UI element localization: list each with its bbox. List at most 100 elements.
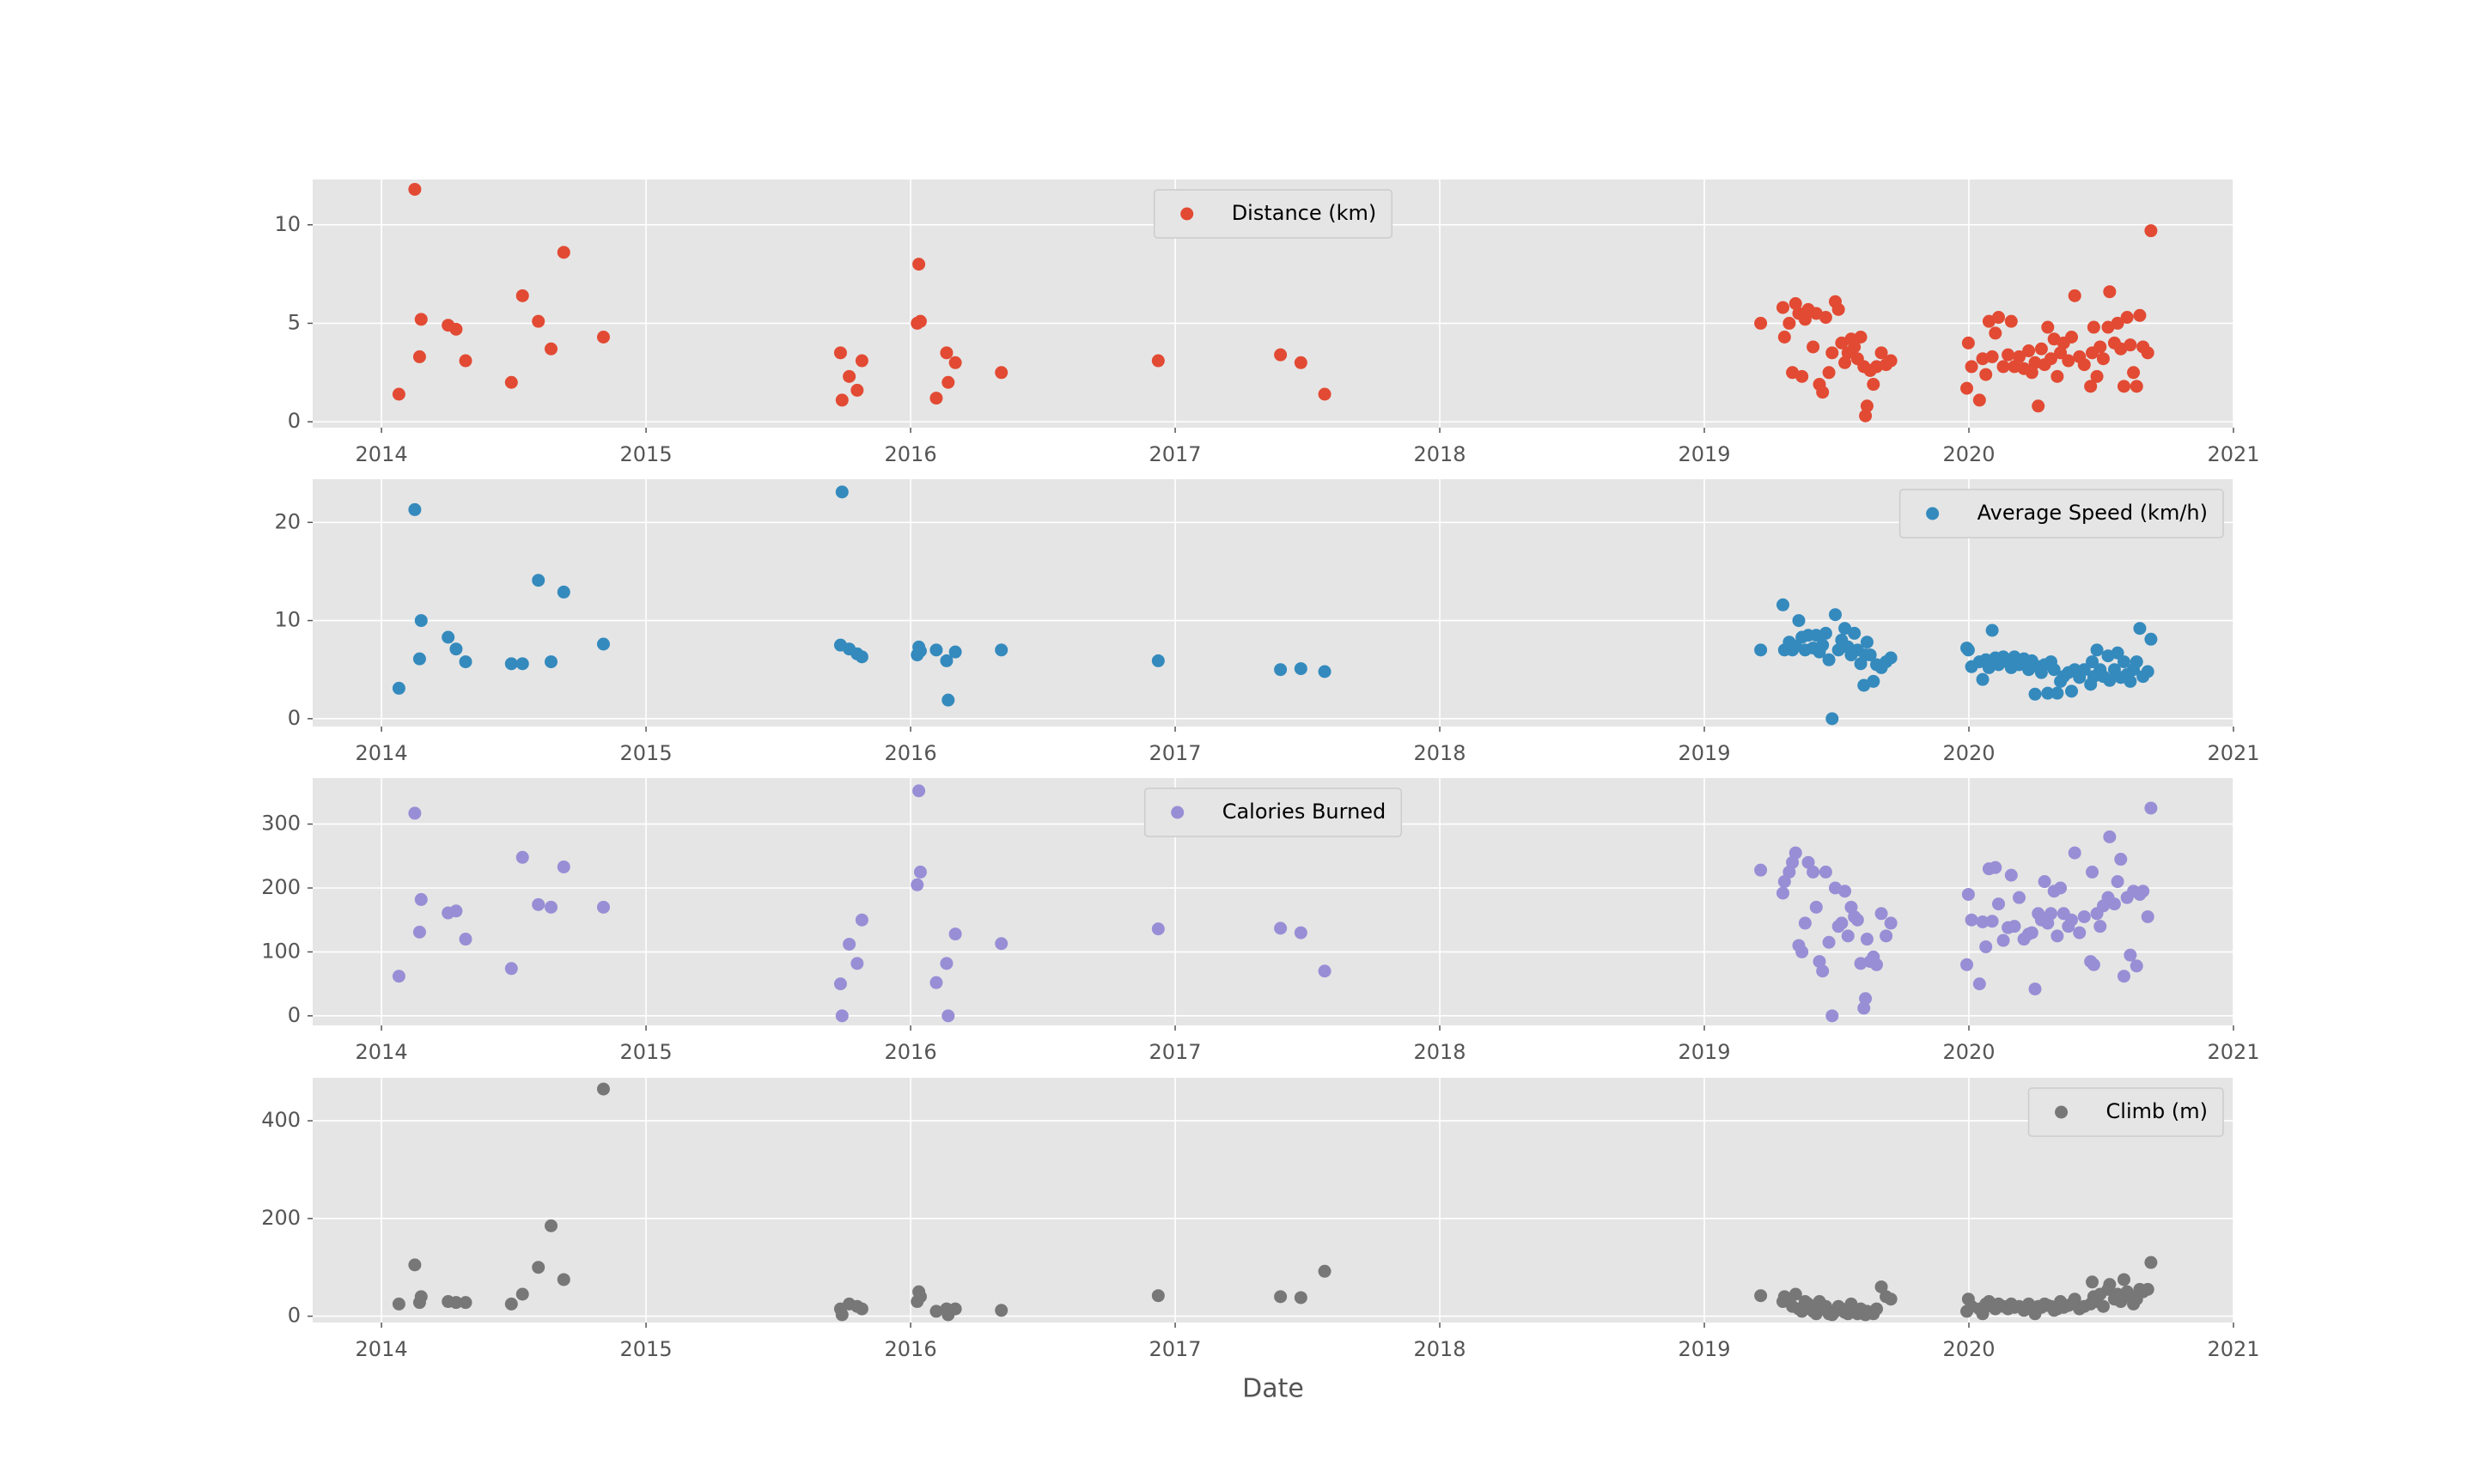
point: [557, 1273, 570, 1286]
point: [2144, 224, 2158, 238]
point: [1795, 369, 1809, 383]
legend: Calories Burned: [1143, 788, 1403, 837]
points: [392, 485, 2158, 726]
point: [2065, 913, 2079, 927]
x-tick-label: 2017: [1149, 1337, 1202, 1361]
point: [2086, 1275, 2099, 1289]
point: [544, 342, 558, 356]
point: [392, 1297, 405, 1311]
legend-marker: [1180, 207, 1194, 221]
point: [1860, 636, 1874, 649]
point: [1874, 907, 1888, 921]
point: [2025, 926, 2038, 940]
point: [1274, 348, 1288, 362]
point: [835, 393, 849, 407]
point: [515, 1287, 529, 1301]
point: [412, 350, 426, 363]
point: [1835, 916, 1849, 930]
point: [835, 1308, 849, 1322]
legend-marker: [1171, 806, 1185, 819]
point: [532, 1261, 545, 1274]
point: [1880, 929, 1893, 943]
x-tick-label: 2019: [1678, 442, 1730, 466]
point: [1979, 940, 1993, 953]
y-tick-label: 10: [274, 608, 301, 632]
point: [1801, 855, 1815, 869]
point: [504, 1297, 518, 1311]
point: [1960, 958, 1974, 971]
point: [843, 369, 856, 383]
point: [1985, 623, 1999, 637]
point: [557, 246, 570, 259]
point: [1838, 622, 1852, 636]
point: [1976, 1307, 1990, 1321]
point: [596, 1082, 610, 1096]
point: [913, 1290, 927, 1304]
legend: Average Speed (km/h): [1898, 489, 2224, 538]
x-tick-label: 2018: [1413, 741, 1466, 765]
point: [2096, 1299, 2110, 1313]
point: [596, 900, 610, 914]
point: [596, 637, 610, 651]
point: [913, 314, 927, 328]
point: [2047, 663, 2061, 677]
point: [1816, 638, 1830, 652]
point: [1825, 712, 1839, 726]
point: [1809, 900, 1823, 914]
point: [2124, 948, 2137, 962]
point: [544, 900, 558, 914]
point: [2054, 346, 2068, 360]
point: [1807, 865, 1820, 879]
point: [855, 913, 868, 927]
x-tick-label: 2016: [885, 1337, 937, 1361]
point: [1874, 346, 1888, 360]
point: [1884, 1292, 1898, 1306]
point: [2141, 665, 2154, 678]
point: [1777, 330, 1791, 344]
point: [1996, 934, 2010, 947]
x-tick-label: 2016: [885, 741, 937, 765]
point: [412, 925, 426, 939]
x-tick-label: 2014: [356, 741, 408, 765]
point: [392, 970, 405, 983]
x-tick-label: 2020: [1942, 442, 1995, 466]
point: [1816, 386, 1830, 399]
point: [855, 1302, 868, 1316]
point: [2044, 352, 2057, 366]
point: [940, 346, 954, 360]
point: [843, 937, 856, 951]
y-tick-label: 300: [261, 812, 301, 836]
point: [2065, 684, 2079, 698]
point: [1776, 886, 1789, 900]
point: [2065, 330, 2079, 344]
y-tick-label: 400: [261, 1108, 301, 1132]
point: [2103, 285, 2117, 299]
x-tick-label: 2017: [1149, 1040, 1202, 1064]
x-tick-label: 2021: [2207, 442, 2259, 466]
point: [459, 933, 472, 946]
point: [850, 383, 864, 397]
point: [941, 693, 955, 707]
point: [2087, 320, 2100, 334]
point: [1294, 1291, 1307, 1305]
point: [2130, 959, 2143, 973]
point: [1961, 887, 1975, 901]
point: [2114, 1295, 2128, 1309]
point: [1798, 916, 1812, 930]
point: [1867, 674, 1880, 688]
point: [2041, 320, 2055, 334]
point: [948, 645, 962, 659]
point: [833, 977, 847, 991]
x-tick-label: 2019: [1678, 1337, 1730, 1361]
point: [911, 878, 924, 891]
y-tick-label: 10: [274, 212, 301, 236]
point: [2103, 830, 2117, 843]
point: [1972, 977, 1986, 991]
point: [515, 850, 529, 864]
point: [596, 330, 610, 344]
x-tick-label: 2019: [1678, 1040, 1730, 1064]
point: [1294, 926, 1307, 940]
point: [532, 314, 545, 328]
point: [2130, 380, 2143, 393]
